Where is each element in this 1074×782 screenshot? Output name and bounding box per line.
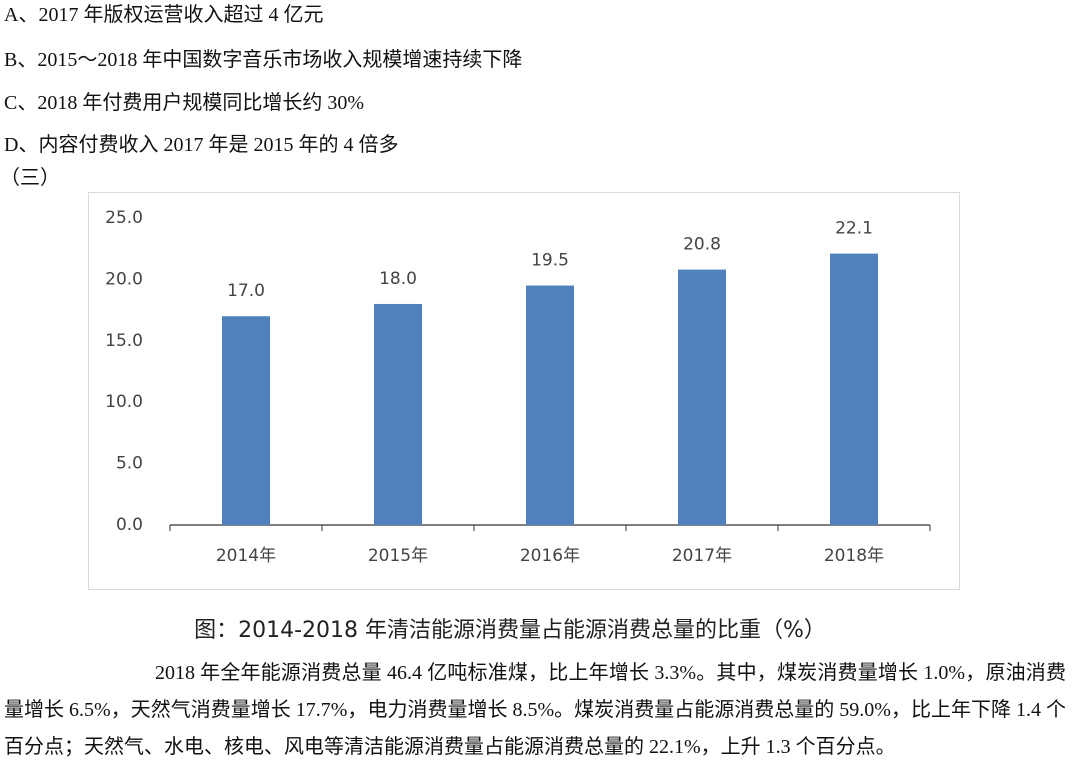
- x-tick-label: 2014年: [216, 546, 276, 566]
- bar: [526, 285, 574, 525]
- axis-ticks: [169, 525, 931, 531]
- bar: [678, 269, 726, 525]
- x-tick-label: 2017年: [672, 546, 732, 566]
- chart-caption: 图：2014-2018 年清洁能源消费量占能源消费总量的比重（%）: [194, 618, 826, 643]
- chart-border: [88, 192, 960, 590]
- option: D、内容付费收入 2017 年是 2015 年的 4 倍多: [4, 134, 399, 156]
- option: B、2015～2018 年中国数字音乐市场收入规模增速持续下降: [4, 49, 523, 71]
- x-tick-label: 2015年: [368, 546, 428, 566]
- section-label: （三）: [0, 167, 60, 189]
- y-tick-label: 20.0: [105, 269, 143, 289]
- y-tick-label: 10.0: [105, 392, 143, 412]
- data-label: 17.0: [227, 281, 265, 301]
- data-label: 18.0: [379, 269, 417, 289]
- y-tick-label: 25.0: [105, 208, 143, 228]
- option: A、2017 年版权运营收入超过 4 亿元: [4, 4, 324, 26]
- bar: [222, 316, 270, 525]
- data-label: 19.5: [531, 251, 569, 271]
- option: C、2018 年付费用户规模同比增长约 30%: [4, 92, 364, 114]
- data-label: 20.8: [683, 235, 721, 255]
- bar: [830, 253, 878, 525]
- bar: [374, 303, 422, 525]
- y-tick-label: 5.0: [116, 454, 143, 474]
- y-tick-label: 0.0: [116, 515, 143, 535]
- paragraph: 2018 年全年能源消费总量 46.4 亿吨标准煤，比上年增长 3.3%。其中，…: [4, 662, 1066, 758]
- chart: 0.0 5.0 10.0 15.0 20.0 25.0 2014年 17.0 2015年 18.0…: [88, 192, 960, 590]
- x-tick-label: 2016年: [520, 546, 580, 566]
- x-tick-label: 2018年: [824, 546, 884, 566]
- y-tick-label: 15.0: [105, 331, 143, 351]
- data-label: 22.1: [835, 219, 873, 239]
